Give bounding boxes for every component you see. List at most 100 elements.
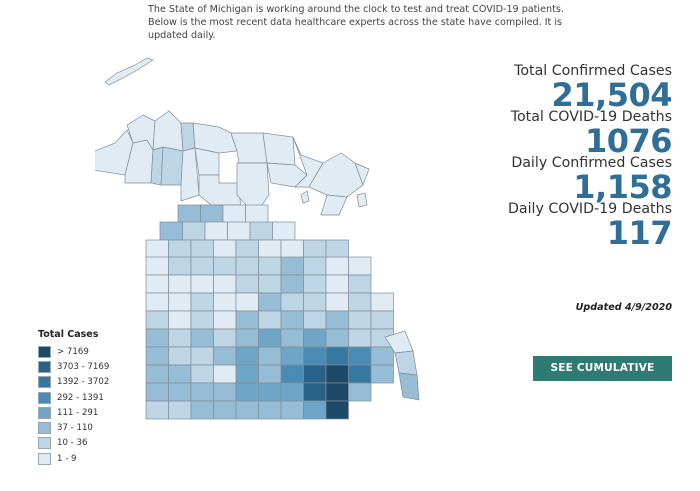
county[interactable] [303, 328, 327, 348]
county[interactable] [348, 328, 372, 348]
county[interactable] [204, 221, 228, 241]
county[interactable] [145, 364, 169, 384]
county[interactable] [258, 292, 282, 312]
county[interactable] [222, 204, 246, 224]
county[interactable] [303, 239, 327, 259]
county[interactable] [235, 274, 259, 294]
county[interactable] [320, 194, 348, 216]
county[interactable] [325, 256, 349, 276]
county[interactable] [398, 372, 420, 401]
county[interactable] [235, 400, 259, 420]
county[interactable] [348, 310, 372, 330]
county[interactable] [104, 57, 154, 86]
county[interactable] [370, 346, 394, 366]
county[interactable] [168, 328, 192, 348]
county[interactable] [258, 256, 282, 276]
county[interactable] [303, 382, 327, 402]
county[interactable] [348, 364, 372, 384]
county[interactable] [348, 256, 372, 276]
county[interactable] [190, 239, 214, 259]
county[interactable] [235, 382, 259, 402]
county[interactable] [213, 292, 237, 312]
county[interactable] [168, 310, 192, 330]
county[interactable] [280, 328, 304, 348]
county[interactable] [325, 310, 349, 330]
county[interactable] [280, 256, 304, 276]
county[interactable] [235, 256, 259, 276]
county[interactable] [200, 204, 224, 224]
county[interactable] [258, 239, 282, 259]
county[interactable] [262, 132, 296, 166]
county[interactable] [227, 221, 251, 241]
county[interactable] [280, 382, 304, 402]
county[interactable] [356, 192, 368, 208]
county[interactable] [190, 364, 214, 384]
county[interactable] [168, 274, 192, 294]
county[interactable] [190, 328, 214, 348]
county[interactable] [168, 382, 192, 402]
county[interactable] [145, 292, 169, 312]
county[interactable] [258, 382, 282, 402]
county[interactable] [168, 346, 192, 366]
county[interactable] [168, 292, 192, 312]
see-cumulative-data-button[interactable]: SEE CUMULATIVE DATA [533, 356, 672, 399]
county[interactable] [280, 274, 304, 294]
county[interactable] [303, 346, 327, 366]
county[interactable] [325, 274, 349, 294]
county[interactable] [348, 382, 372, 402]
county[interactable] [303, 310, 327, 330]
county[interactable] [235, 328, 259, 348]
county[interactable] [168, 239, 192, 259]
county[interactable] [213, 382, 237, 402]
county[interactable] [145, 382, 169, 402]
county[interactable] [325, 382, 349, 402]
county[interactable] [354, 162, 370, 187]
county[interactable] [213, 400, 237, 420]
county[interactable] [145, 328, 169, 348]
county[interactable] [180, 147, 200, 202]
county[interactable] [168, 364, 192, 384]
county[interactable] [370, 292, 394, 312]
county[interactable] [280, 292, 304, 312]
county[interactable] [145, 310, 169, 330]
county[interactable] [258, 328, 282, 348]
county[interactable] [348, 292, 372, 312]
county[interactable] [213, 274, 237, 294]
county[interactable] [145, 400, 169, 420]
county[interactable] [190, 382, 214, 402]
county[interactable] [235, 310, 259, 330]
county[interactable] [213, 346, 237, 366]
county[interactable] [303, 274, 327, 294]
county[interactable] [168, 400, 192, 420]
county[interactable] [325, 346, 349, 366]
county[interactable] [213, 239, 237, 259]
county[interactable] [213, 364, 237, 384]
county[interactable] [190, 274, 214, 294]
county[interactable] [258, 364, 282, 384]
county[interactable] [177, 204, 201, 224]
county[interactable] [145, 346, 169, 366]
county[interactable] [325, 364, 349, 384]
county[interactable] [303, 400, 327, 420]
county[interactable] [180, 122, 196, 152]
county[interactable] [190, 346, 214, 366]
county[interactable] [280, 400, 304, 420]
county[interactable] [159, 221, 183, 241]
county[interactable] [303, 256, 327, 276]
county[interactable] [325, 239, 349, 259]
county[interactable] [190, 400, 214, 420]
county[interactable] [160, 146, 184, 186]
county[interactable] [258, 346, 282, 366]
county[interactable] [308, 152, 364, 198]
county[interactable] [325, 400, 349, 420]
county[interactable] [280, 239, 304, 259]
county[interactable] [190, 292, 214, 312]
county[interactable] [235, 364, 259, 384]
county[interactable] [230, 132, 268, 164]
county[interactable] [370, 310, 394, 330]
county[interactable] [394, 350, 418, 376]
county[interactable] [198, 174, 242, 206]
county[interactable] [348, 346, 372, 366]
county[interactable] [325, 328, 349, 348]
county[interactable] [213, 310, 237, 330]
